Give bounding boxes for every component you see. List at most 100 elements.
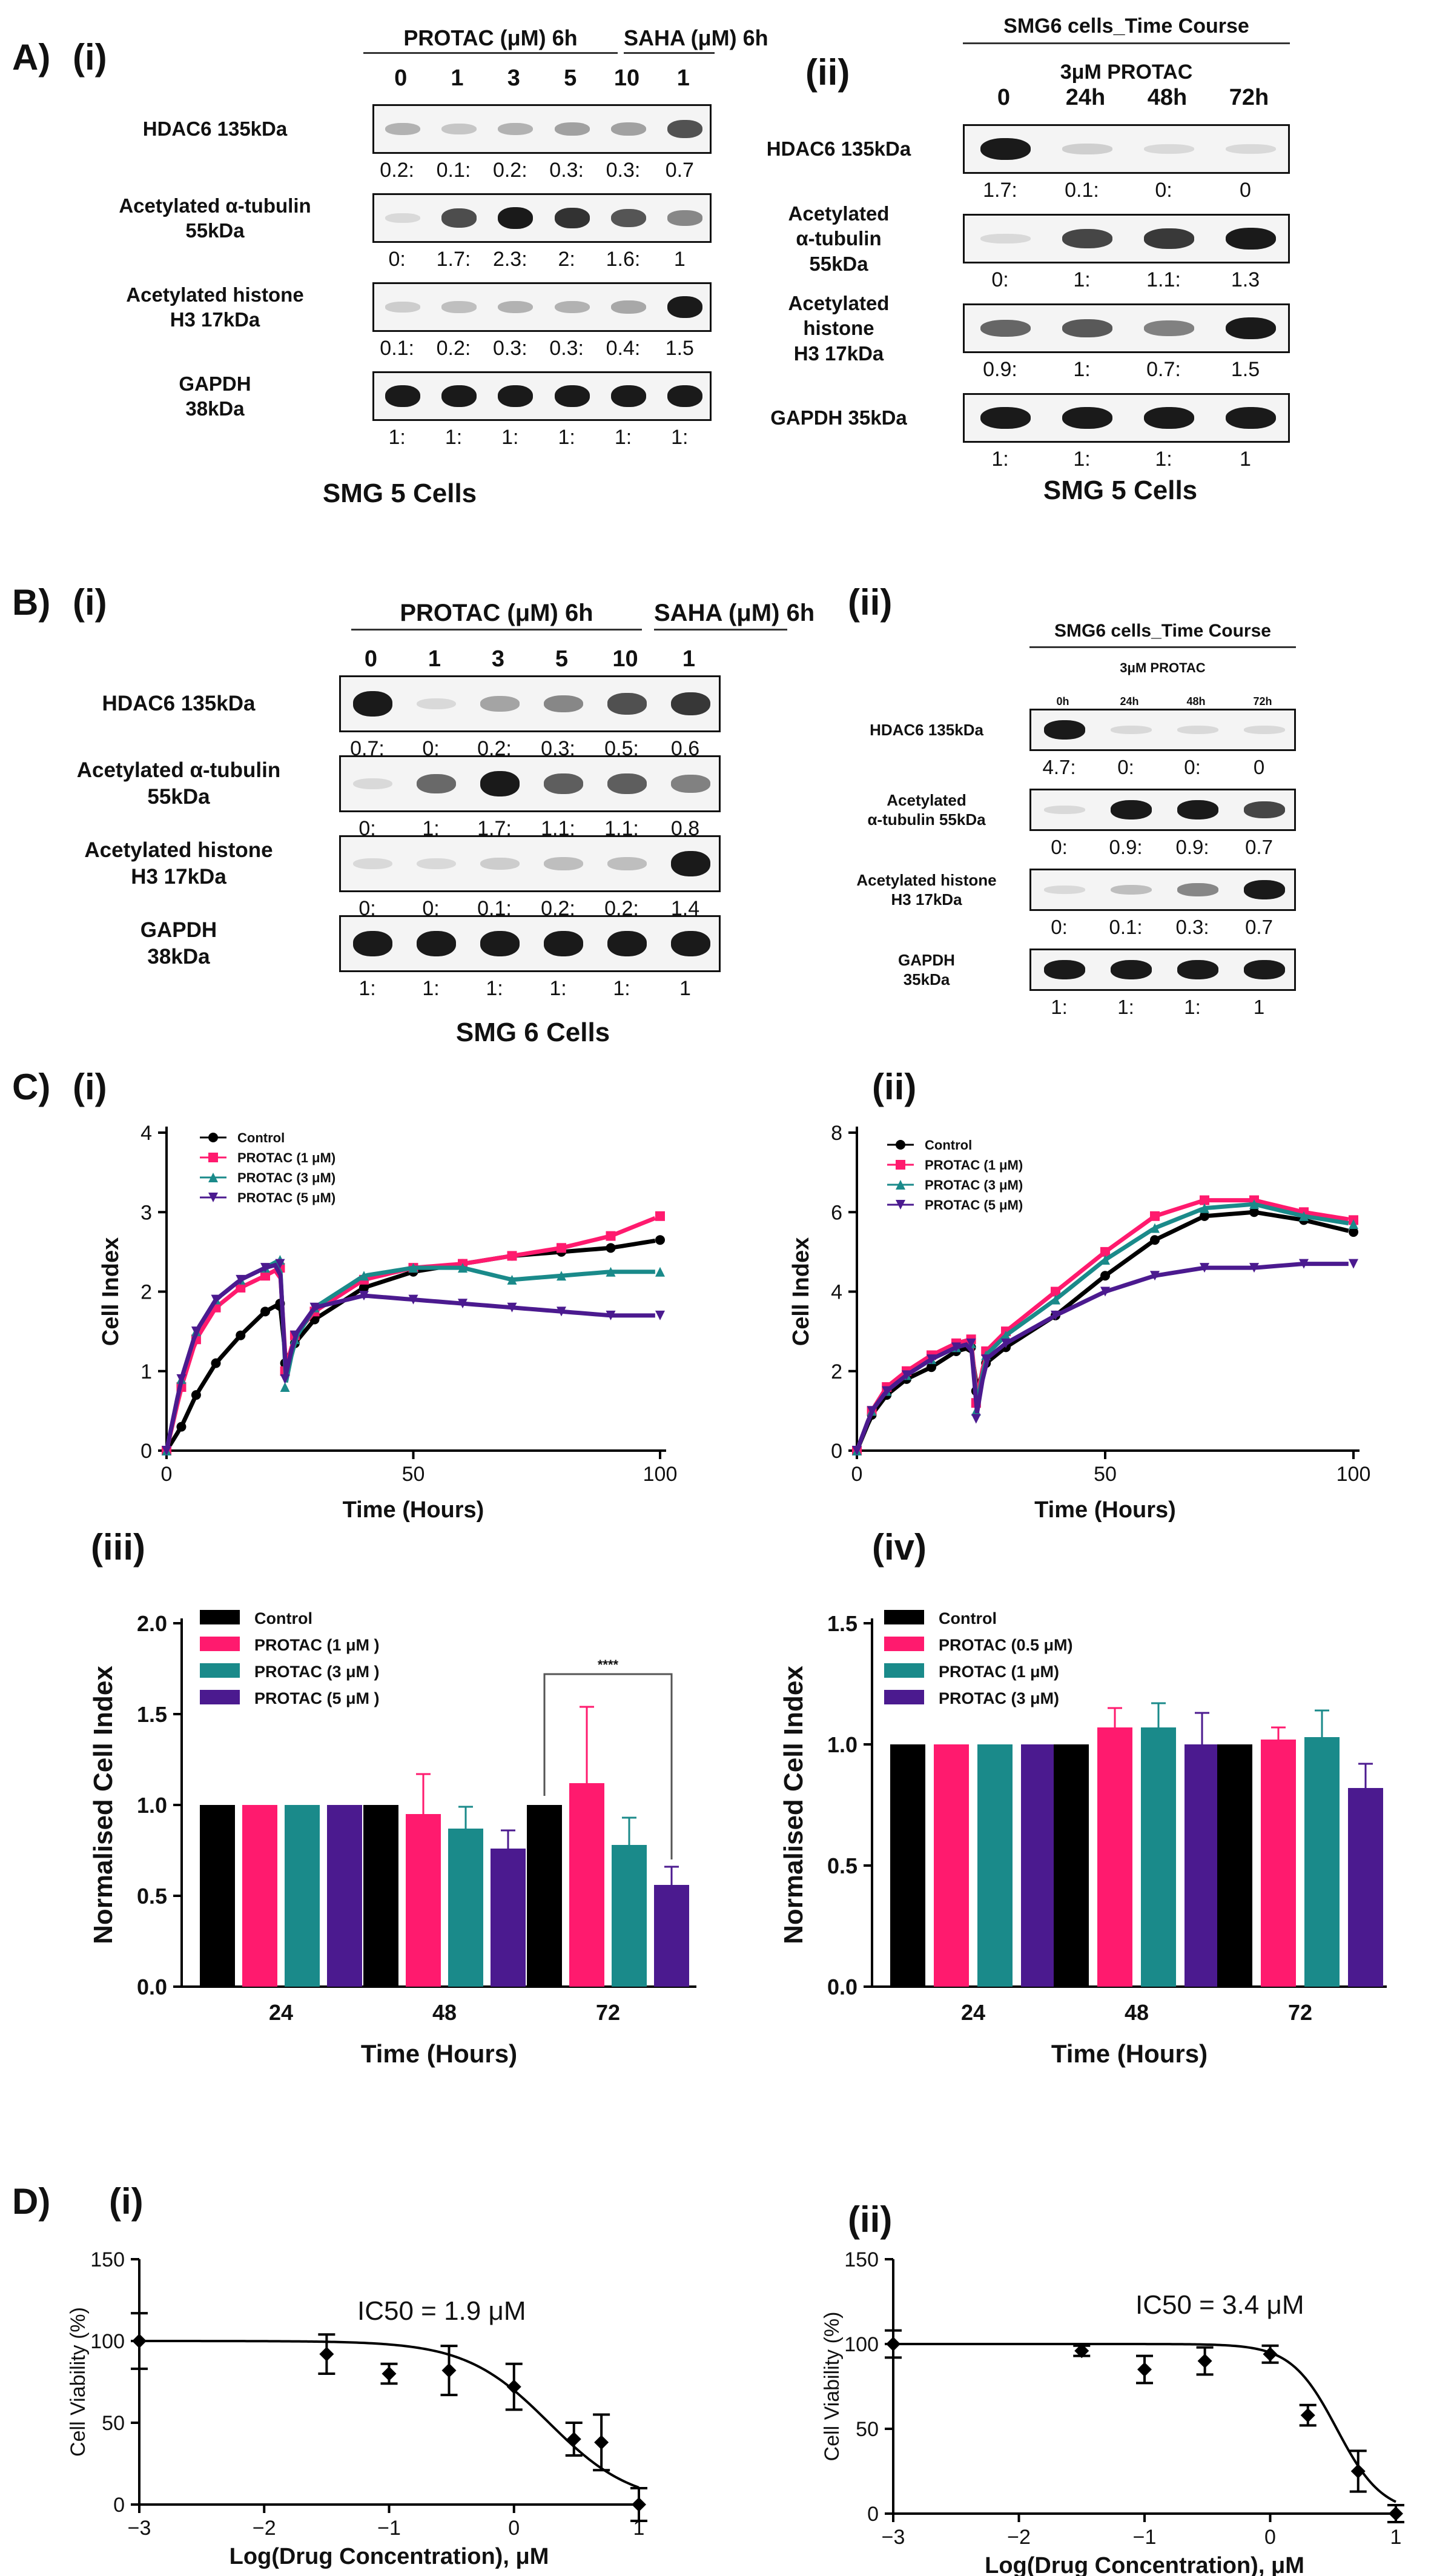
header-time-course-rule xyxy=(963,42,1290,44)
quant-value: 0.3: xyxy=(549,337,584,360)
y-tick-label: 1 xyxy=(140,1360,152,1383)
y-tick-label: 0.0 xyxy=(137,1975,167,1999)
data-point xyxy=(1100,1271,1110,1281)
lane-label: 0 xyxy=(394,65,408,91)
data-point xyxy=(951,1342,961,1353)
data-point xyxy=(1001,1330,1011,1340)
blot-band xyxy=(554,122,590,136)
data-point xyxy=(981,1354,991,1365)
quant-value: 0.2: xyxy=(436,337,471,360)
data-point xyxy=(1100,1247,1110,1257)
quant-value: 1: xyxy=(549,977,567,1000)
data-point xyxy=(211,1358,221,1368)
blot-label: HDAC6 135kDa xyxy=(766,137,911,161)
quant-value: 0.9: xyxy=(1109,836,1143,858)
y-tick-label: 150 xyxy=(90,2248,125,2271)
x-tick-label: 0 xyxy=(1264,2526,1276,2549)
blot-image xyxy=(963,303,1290,353)
legend-label: PROTAC (1 μM) xyxy=(925,1157,1023,1173)
quant-value: 0.7 xyxy=(1245,836,1273,858)
quant-value: 0.3: xyxy=(1175,916,1209,938)
blot-band xyxy=(1062,406,1113,429)
x-tick-label: −2 xyxy=(1007,2526,1031,2549)
legend-marker xyxy=(896,1160,905,1170)
blot-band xyxy=(480,857,520,870)
legend-label: PROTAC (1 μM ) xyxy=(254,1636,380,1654)
lane-label: 1 xyxy=(428,646,441,672)
blot-band xyxy=(1177,800,1219,819)
blot-band xyxy=(1062,228,1113,249)
panel-a-ii-blots: SMG6 cells_Time Course 3μM PROTAC 0 24h 48h 7… xyxy=(0,0,1434,521)
subheader-protac: 3μM PROTAC xyxy=(1060,61,1193,84)
fit-curve xyxy=(893,2343,1396,2503)
data-point xyxy=(1051,1294,1060,1305)
data-point xyxy=(1197,2354,1212,2368)
blot-band xyxy=(670,930,711,957)
blot-image xyxy=(963,214,1290,263)
blot-label: Acetylated α-tubulin 55kDa xyxy=(119,194,311,242)
y-tick-label: 2 xyxy=(831,1360,842,1383)
panel-a-letter: A) xyxy=(12,37,51,78)
quant-value: 0 xyxy=(1253,756,1265,778)
blot-label: Acetylated histone H3 17kDa xyxy=(856,870,997,909)
series-3 xyxy=(162,1259,665,1455)
data-point xyxy=(1350,2464,1366,2478)
chart-c-ii: 0 2 4 6 8 0 50 100 Time (Hours) Cell Index Control… xyxy=(788,1122,1370,1523)
series-2 xyxy=(852,1199,1358,1455)
quant-value: 0: xyxy=(1117,756,1134,778)
data-point xyxy=(867,1406,877,1416)
y-axis-label: Cell Viability (%) xyxy=(821,2312,844,2462)
quant-value: 1.3 xyxy=(1231,268,1260,291)
blot-band xyxy=(480,696,520,712)
x-axis-label: Log(Drug Concentration), μM xyxy=(985,2553,1304,2576)
quant-value: 0.1: xyxy=(436,159,471,182)
series-line xyxy=(854,1198,1349,1452)
data-point xyxy=(655,1310,665,1320)
blot-band xyxy=(611,385,646,408)
panel-b-i-label: (i) xyxy=(73,582,107,623)
data-point xyxy=(359,1271,369,1281)
quant-value: 0.2: xyxy=(380,159,415,182)
blot-band xyxy=(1043,960,1086,979)
blot-band xyxy=(1143,228,1195,249)
legend-marker xyxy=(208,1153,218,1162)
x-tick-label: −2 xyxy=(253,2517,276,2540)
panel-c-iv-label: (iv) xyxy=(872,1527,927,1568)
ic50-annotation: IC50 = 3.4 μM xyxy=(1135,2290,1304,2320)
legend-label: PROTAC (5 μM) xyxy=(237,1190,335,1205)
y-tick-label: 1.5 xyxy=(137,1702,167,1727)
blot-image xyxy=(372,371,712,421)
blot-band xyxy=(1110,800,1152,819)
blot-band xyxy=(1143,144,1195,154)
lane-label: 3 xyxy=(491,646,505,672)
lane-label: 72h xyxy=(1229,85,1269,110)
blot-band xyxy=(1243,801,1286,818)
significance-bracket xyxy=(543,1673,673,1859)
blot-label: HDAC6 135kDa xyxy=(142,118,288,141)
panel-b-letter: B) xyxy=(12,582,51,623)
panel-b-ii-label: (ii) xyxy=(848,582,893,623)
data-point xyxy=(655,1211,665,1221)
bar xyxy=(1185,1744,1220,1987)
blot-band xyxy=(980,319,1031,337)
quant-value: 0.2: xyxy=(492,159,527,182)
blot-band xyxy=(670,850,711,877)
quant-value: 1 xyxy=(673,248,686,271)
data-point xyxy=(1150,1223,1160,1233)
blot-band xyxy=(607,693,647,715)
blot-band xyxy=(1243,960,1286,979)
bar xyxy=(1021,1744,1056,1987)
data-point xyxy=(1300,2408,1315,2423)
data-point xyxy=(280,1374,290,1384)
data-point xyxy=(566,2432,581,2446)
data-point xyxy=(507,1302,517,1313)
data-point xyxy=(655,1235,665,1245)
blot-band xyxy=(1062,144,1113,154)
panel-c-letter: C) xyxy=(12,1067,51,1107)
quant-value: 1.7: xyxy=(983,179,1017,202)
quant-value: 1.6: xyxy=(606,248,641,271)
legend-swatch xyxy=(200,1690,240,1704)
data-point xyxy=(309,1302,320,1313)
blot-band xyxy=(670,775,711,793)
data-point xyxy=(1074,2343,1089,2359)
